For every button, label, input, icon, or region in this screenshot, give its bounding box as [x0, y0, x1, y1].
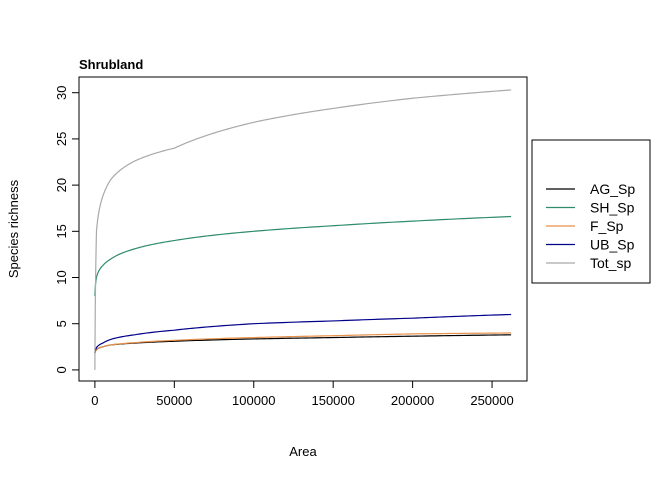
y-tick-label: 20: [54, 178, 69, 192]
y-axis-label: Species richness: [6, 179, 21, 278]
x-tick-label: 100000: [232, 393, 275, 408]
y-tick-label: 5: [54, 320, 69, 327]
y-tick-label: 30: [54, 85, 69, 99]
chart-title: Shrubland: [79, 57, 143, 72]
series-line-ub_sp: [94, 313, 512, 354]
x-tick-label: 50000: [156, 393, 192, 408]
series-line-ag_sp: [94, 334, 512, 354]
series-line-f_sp: [94, 332, 512, 354]
y-tick-label: 25: [54, 132, 69, 146]
legend-label: AG_Sp: [590, 181, 635, 197]
series-line-tot_sp: [94, 89, 512, 370]
x-tick-label: 150000: [311, 393, 354, 408]
y-tick-label: 15: [54, 224, 69, 238]
series-line-sh_sp: [94, 215, 512, 297]
x-axis: 0 50000 100000 150000 200000 250000: [91, 380, 514, 408]
x-tick-label: 250000: [470, 393, 513, 408]
x-tick-label: 0: [91, 393, 98, 408]
legend-label: UB_Sp: [590, 237, 635, 253]
series-lines: [94, 89, 512, 370]
y-axis: 0 5 10 15 20 25 30: [54, 85, 79, 374]
x-axis-label: Area: [289, 444, 317, 459]
y-tick-label: 10: [54, 270, 69, 284]
y-tick-label: 0: [54, 366, 69, 373]
legend-box: [531, 139, 651, 284]
legend-label: F_Sp: [590, 218, 624, 234]
legend-label: Tot_sp: [590, 255, 631, 271]
x-tick-label: 200000: [391, 393, 434, 408]
legend-label: SH_Sp: [590, 200, 635, 216]
legend: AG_Sp SH_Sp F_Sp UB_Sp Tot_sp: [531, 139, 651, 284]
